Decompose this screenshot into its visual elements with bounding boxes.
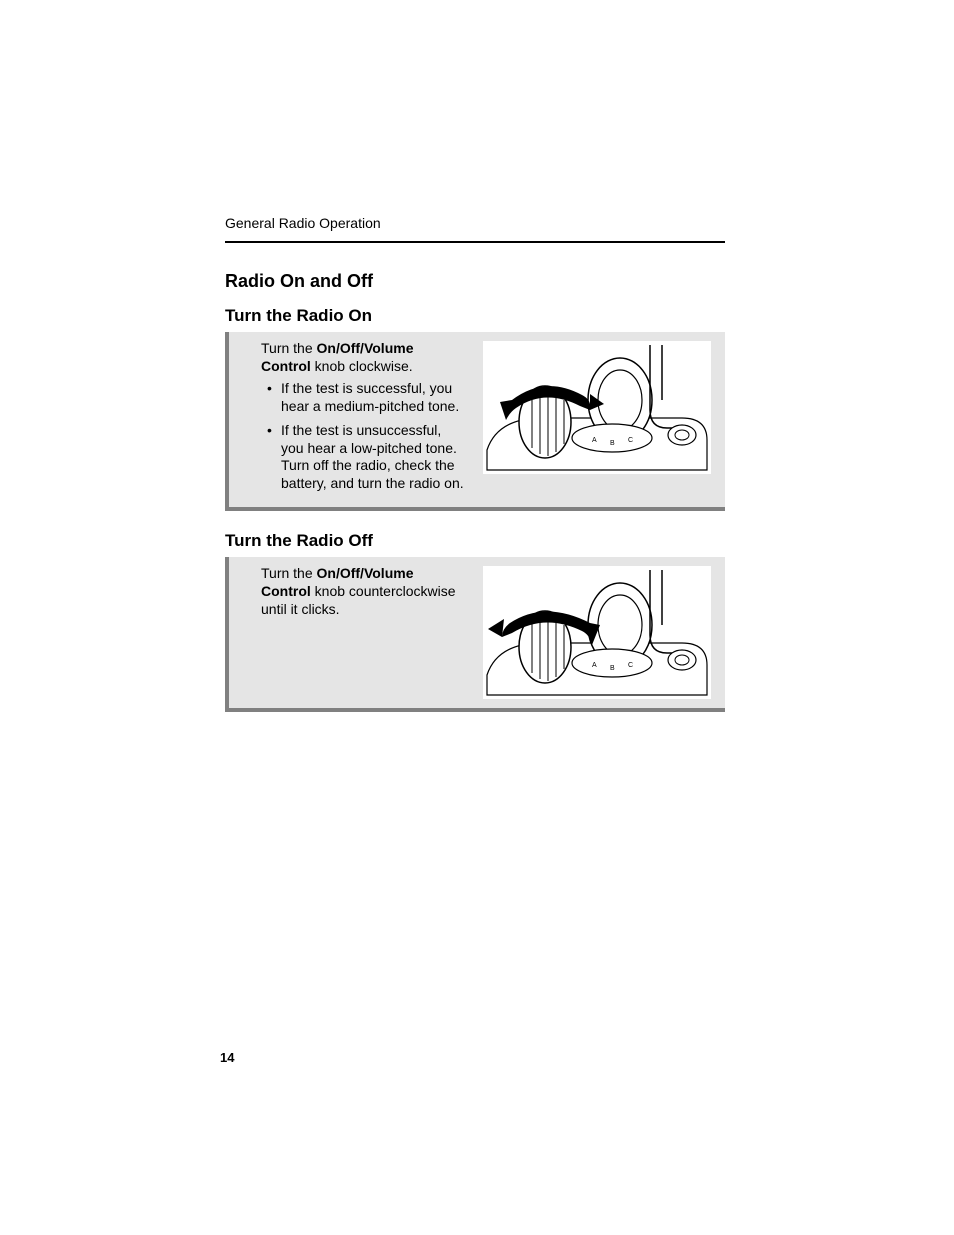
label-a: A <box>592 437 597 444</box>
figure-radio-on: A B C <box>482 340 712 499</box>
label-c: C <box>628 437 633 444</box>
instruction-text-on: Turn the On/Off/Volume Control knob cloc… <box>261 340 466 499</box>
radio-knob-clockwise-illustration: A B C <box>482 340 712 475</box>
bullet-list: If the test is successful, you hear a me… <box>261 380 466 493</box>
instruction-block-on: Turn the On/Off/Volume Control knob cloc… <box>225 332 725 511</box>
label-b: B <box>610 665 615 672</box>
page-number: 14 <box>220 1050 234 1065</box>
radio-knob-counterclockwise-illustration: A B C <box>482 565 712 700</box>
list-item: If the test is successful, you hear a me… <box>261 380 466 416</box>
lead-post: knob clockwise. <box>311 358 413 374</box>
list-item: If the test is unsuccessful, you hear a … <box>261 422 466 494</box>
instruction-text-off: Turn the On/Off/Volume Control knob coun… <box>261 565 466 700</box>
lead-pre: Turn the <box>261 340 317 356</box>
label-a: A <box>592 662 597 669</box>
instruction-block-off: Turn the On/Off/Volume Control knob coun… <box>225 557 725 712</box>
lead-pre: Turn the <box>261 565 317 581</box>
label-b: B <box>610 440 615 447</box>
section-title: Radio On and Off <box>225 271 734 292</box>
subsection-title-off: Turn the Radio Off <box>225 531 734 551</box>
lead-sentence: Turn the On/Off/Volume Control knob cloc… <box>261 340 466 376</box>
label-c: C <box>628 662 633 669</box>
figure-radio-off: A B C <box>482 565 712 700</box>
manual-page: General Radio Operation Radio On and Off… <box>0 0 954 1235</box>
lead-sentence: Turn the On/Off/Volume Control knob coun… <box>261 565 466 619</box>
header-rule <box>225 241 725 243</box>
subsection-title-on: Turn the Radio On <box>225 306 734 326</box>
running-header: General Radio Operation <box>225 215 734 231</box>
